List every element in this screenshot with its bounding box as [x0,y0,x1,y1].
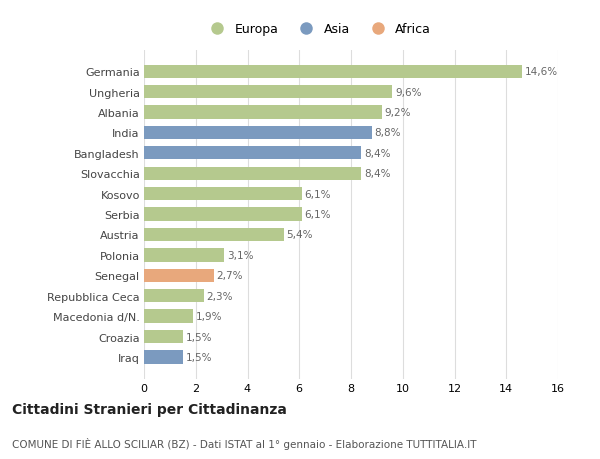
Text: COMUNE DI FIÈ ALLO SCILIAR (BZ) - Dati ISTAT al 1° gennaio - Elaborazione TUTTIT: COMUNE DI FIÈ ALLO SCILIAR (BZ) - Dati I… [12,437,476,449]
Text: Cittadini Stranieri per Cittadinanza: Cittadini Stranieri per Cittadinanza [12,402,287,416]
Legend: Europa, Asia, Africa: Europa, Asia, Africa [202,21,433,39]
Bar [144,228,284,241]
Text: 14,6%: 14,6% [524,67,557,77]
Bar [144,106,382,119]
Bar [144,310,193,323]
Text: 1,9%: 1,9% [196,311,222,321]
Bar [144,330,183,343]
Text: 9,6%: 9,6% [395,87,421,97]
Text: 8,4%: 8,4% [364,169,391,179]
Text: 8,8%: 8,8% [374,128,401,138]
Bar [144,86,392,99]
Text: 8,4%: 8,4% [364,149,391,158]
Text: 1,5%: 1,5% [185,332,212,342]
Text: 2,7%: 2,7% [217,271,243,280]
Bar [144,147,361,160]
Bar [144,269,214,282]
Text: 3,1%: 3,1% [227,250,253,260]
Bar [144,351,183,364]
Bar [144,290,203,302]
Bar [144,167,361,180]
Text: 9,2%: 9,2% [385,108,411,118]
Text: 2,3%: 2,3% [206,291,233,301]
Text: 5,4%: 5,4% [286,230,313,240]
Text: 6,1%: 6,1% [304,189,331,199]
Text: 1,5%: 1,5% [185,352,212,362]
Bar [144,188,302,201]
Text: 6,1%: 6,1% [304,210,331,219]
Bar [144,249,224,262]
Bar [144,127,372,140]
Bar [144,65,522,78]
Bar [144,208,302,221]
